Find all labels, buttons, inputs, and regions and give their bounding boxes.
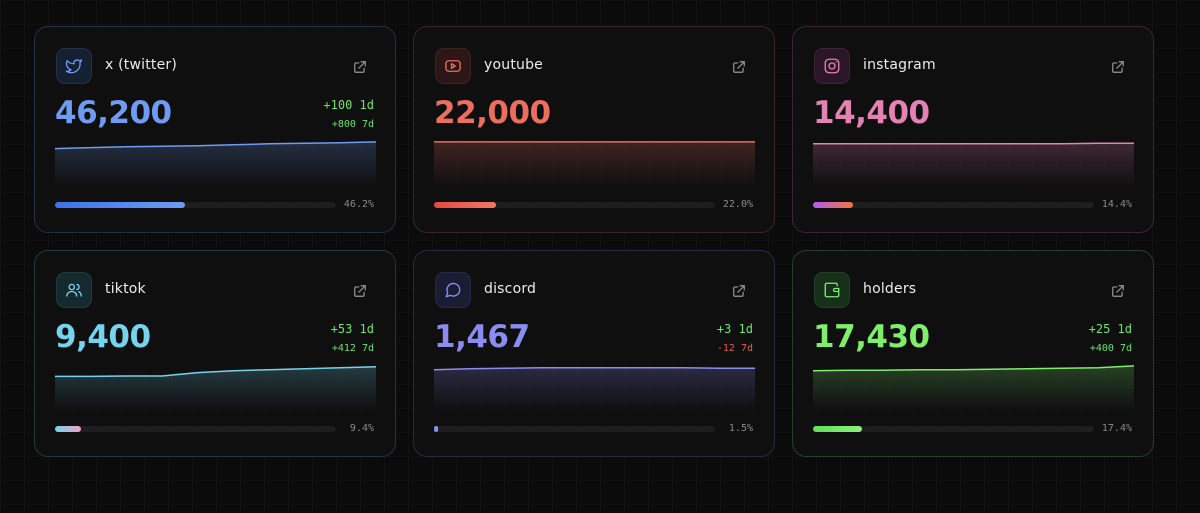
progress-fill (55, 202, 185, 208)
delta-1d: +25 1d (1088, 322, 1132, 336)
stat-card-holders: holders 17,430 +25 1d +400 7d 17.4% (792, 250, 1154, 457)
stat-card-instagram: instagram 14,400 14.4% (792, 26, 1154, 233)
instagram-icon (824, 58, 840, 74)
trend-sparkline (55, 366, 376, 411)
progress-percent: 17.4% (1101, 423, 1132, 434)
card-title: tiktok (105, 281, 146, 297)
follower-count: 22,000 (434, 95, 551, 131)
follower-count: 17,430 (813, 319, 930, 355)
external-link-icon[interactable] (732, 59, 746, 73)
delta-7d: +800 7d (331, 119, 374, 130)
progress-fill (434, 426, 439, 432)
follower-count: 1,467 (434, 319, 530, 355)
progress-fill (813, 202, 854, 208)
external-link-icon[interactable] (353, 59, 367, 73)
trend-line (434, 367, 755, 371)
trend-sparkline (434, 141, 755, 187)
card-title: youtube (484, 57, 543, 73)
follower-count: 46,200 (55, 95, 172, 131)
stat-card-discord: discord 1,467 +3 1d -12 7d 1.5% (413, 250, 775, 457)
delta-1d: +3 1d (716, 322, 753, 336)
users-icon (66, 283, 82, 297)
trend-area (434, 367, 755, 411)
progress-bar (55, 426, 336, 432)
progress-percent: 46.2% (343, 199, 374, 210)
stat-card-x: x (twitter) 46,200 +100 1d +800 7d 46.2% (34, 26, 396, 233)
twitter-icon-badge (56, 48, 92, 84)
trend-area (55, 141, 376, 187)
trend-area (434, 141, 755, 187)
delta-7d: -12 7d (716, 343, 753, 354)
wallet-icon-badge (814, 272, 850, 308)
follower-count: 14,400 (813, 95, 930, 131)
delta-7d: +400 7d (1089, 343, 1132, 354)
external-link-icon[interactable] (353, 283, 367, 297)
card-title: discord (484, 281, 537, 297)
progress-bar (813, 426, 1094, 432)
card-title: x (twitter) (105, 57, 178, 73)
progress-fill (434, 202, 496, 208)
trend-area (55, 366, 376, 411)
trend-line (55, 141, 376, 150)
trend-area (813, 143, 1134, 187)
trend-line (813, 365, 1134, 372)
stat-card-youtube: youtube 22,000 22.0% (413, 26, 775, 233)
wallet-icon (824, 282, 840, 298)
progress-percent: 9.4% (349, 423, 374, 434)
trend-sparkline (434, 367, 755, 411)
stat-card-tiktok: tiktok 9,400 +53 1d +412 7d 9.4% (34, 250, 396, 457)
progress-bar (813, 202, 1094, 208)
trend-sparkline (813, 365, 1134, 411)
youtube-icon (445, 60, 461, 72)
chat-icon (445, 282, 461, 298)
trend-line (55, 366, 376, 378)
external-link-icon[interactable] (1111, 59, 1125, 73)
external-link-icon[interactable] (1111, 283, 1125, 297)
youtube-icon-badge (435, 48, 471, 84)
delta-1d: +100 1d (323, 98, 374, 112)
stats-grid: x (twitter) 46,200 +100 1d +800 7d 46.2% yo… (34, 26, 1155, 459)
trend-line (813, 142, 1134, 145)
progress-fill (55, 426, 82, 432)
card-title: holders (863, 281, 917, 297)
progress-bar (55, 202, 336, 208)
progress-bar (434, 426, 715, 432)
chat-icon-badge (435, 272, 471, 308)
progress-bar (434, 202, 715, 208)
instagram-icon-badge (814, 48, 850, 84)
follower-count: 9,400 (55, 319, 151, 355)
users-icon-badge (56, 272, 92, 308)
trend-sparkline (813, 142, 1134, 187)
twitter-icon (65, 59, 83, 74)
external-link-icon[interactable] (732, 283, 746, 297)
delta-1d: +53 1d (330, 322, 374, 336)
trend-area (813, 365, 1134, 411)
delta-7d: +412 7d (331, 343, 374, 354)
progress-fill (813, 426, 862, 432)
progress-percent: 22.0% (722, 199, 753, 210)
progress-percent: 1.5% (728, 423, 753, 434)
progress-percent: 14.4% (1101, 199, 1132, 210)
trend-sparkline (55, 141, 376, 187)
card-title: instagram (863, 57, 936, 73)
